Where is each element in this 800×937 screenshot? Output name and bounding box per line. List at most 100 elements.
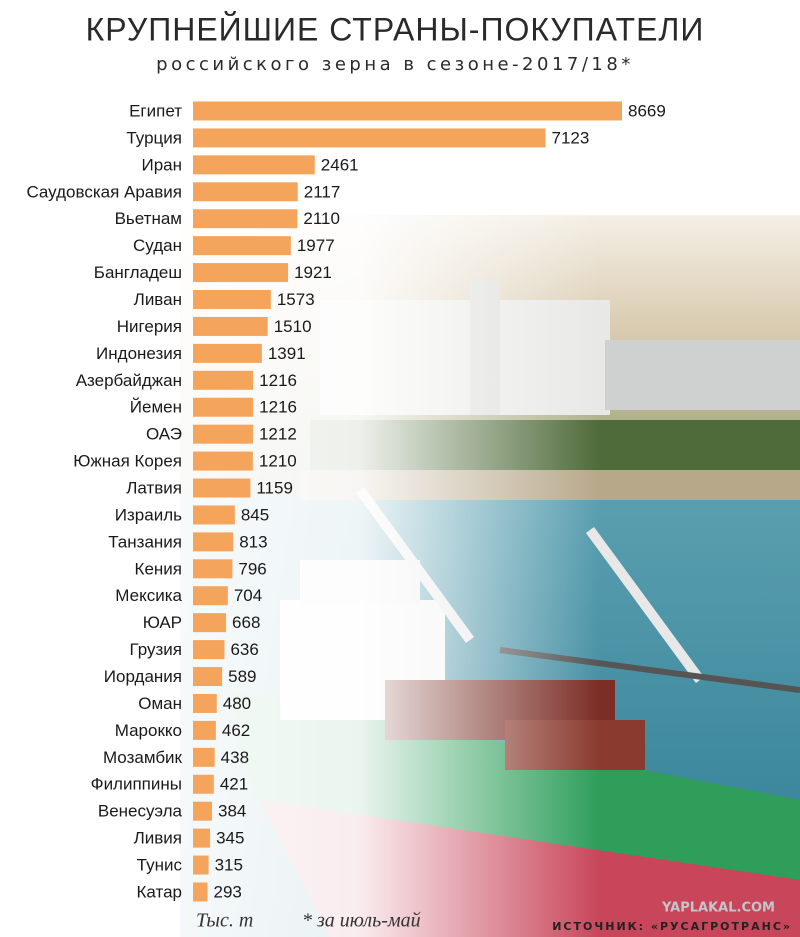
- bar: [193, 828, 211, 848]
- bar: [193, 586, 228, 606]
- bar: [193, 290, 271, 310]
- bar: [193, 343, 262, 363]
- bar: [193, 236, 291, 256]
- value-label: 636: [230, 640, 258, 659]
- bars: Египет 8669 Турция 7123 Иран 2461 Саудовская А…: [26, 101, 666, 902]
- category-label: ЮАР: [143, 613, 182, 632]
- bar: [193, 693, 217, 713]
- value-label: 421: [220, 775, 248, 794]
- category-label: Азербайджан: [76, 371, 182, 390]
- bar: [193, 801, 213, 821]
- category-label: Мексика: [115, 586, 182, 605]
- value-label: 293: [213, 882, 241, 901]
- value-label: 2117: [304, 182, 341, 201]
- bar: [193, 451, 253, 471]
- category-label: Грузия: [129, 640, 182, 659]
- category-label: Израиль: [115, 505, 182, 524]
- value-label: 1216: [259, 398, 297, 417]
- category-label: Тунис: [137, 856, 183, 875]
- value-label: 384: [218, 802, 246, 821]
- category-label: Египет: [129, 101, 182, 120]
- bar: [193, 640, 225, 660]
- bar: [193, 613, 227, 633]
- category-label: Мозамбик: [103, 748, 183, 767]
- category-label: Южная Корея: [73, 452, 182, 471]
- bar: [193, 316, 268, 336]
- value-label: 462: [222, 721, 250, 740]
- value-label: 2461: [321, 155, 359, 174]
- value-label: 1921: [294, 263, 332, 282]
- category-label: ОАЭ: [146, 425, 182, 444]
- bar: [193, 559, 233, 579]
- value-label: 7123: [551, 128, 589, 147]
- bar: [193, 747, 215, 767]
- category-label: Танзания: [108, 532, 182, 551]
- value-label: 1391: [268, 344, 306, 363]
- bar: [193, 478, 251, 498]
- bar: [193, 182, 298, 202]
- bar: [193, 155, 315, 175]
- category-label: Марокко: [115, 721, 182, 740]
- category-label: Кения: [135, 559, 182, 578]
- bar: [193, 855, 209, 875]
- category-label: Иран: [141, 155, 182, 174]
- category-label: Судан: [133, 236, 182, 255]
- value-label: 668: [232, 613, 260, 632]
- source: ИСТОЧНИК: «РУСАГРОТРАНС»: [552, 920, 792, 933]
- value-label: 1210: [259, 452, 297, 471]
- bar: [193, 424, 253, 444]
- value-label: 1510: [274, 317, 312, 336]
- value-label: 796: [238, 559, 266, 578]
- category-label: Йемен: [130, 398, 182, 417]
- value-label: 315: [215, 856, 243, 875]
- unit-note: Тыс. т: [196, 910, 253, 932]
- bar: [193, 720, 216, 740]
- category-label: Саудовская Аравия: [26, 182, 182, 201]
- value-label: 2110: [303, 209, 340, 228]
- category-label: Иордания: [104, 667, 182, 686]
- category-label: Вьетнам: [115, 209, 182, 228]
- value-label: 8669: [628, 101, 666, 120]
- category-label: Латвия: [126, 479, 182, 498]
- bar: [193, 263, 289, 283]
- value-label: 438: [221, 748, 249, 767]
- chart-subtitle: российского зерна в сезоне-2017/18*: [156, 54, 634, 75]
- bar: [193, 667, 223, 687]
- value-label: 845: [241, 505, 269, 524]
- bar: [193, 532, 234, 552]
- chart-title: КРУПНЕЙШИЕ СТРАНЫ-ПОКУПАТЕЛИ: [86, 11, 705, 47]
- value-label: 704: [234, 586, 262, 605]
- category-label: Бангладеш: [94, 263, 182, 282]
- bar: [193, 774, 214, 794]
- watermark: YAPLAKAL.COM: [661, 901, 775, 916]
- category-label: Оман: [138, 694, 182, 713]
- bar: [193, 209, 298, 229]
- bar: [193, 370, 254, 390]
- value-label: 813: [239, 532, 267, 551]
- category-label: Нигерия: [117, 317, 182, 336]
- bar: [193, 397, 254, 417]
- value-label: 345: [216, 829, 244, 848]
- bar: [193, 128, 546, 148]
- category-label: Филиппины: [91, 775, 182, 794]
- bar: [193, 882, 208, 902]
- category-label: Турция: [126, 128, 182, 147]
- bar: [193, 505, 235, 525]
- value-label: 1216: [259, 371, 297, 390]
- value-label: 480: [223, 694, 251, 713]
- category-label: Венесуэла: [98, 802, 183, 821]
- value-label: 1977: [297, 236, 335, 255]
- category-label: Индонезия: [96, 344, 182, 363]
- footnote: * за июль-май: [302, 910, 421, 932]
- value-label: 1159: [256, 479, 293, 498]
- category-label: Катар: [137, 882, 183, 901]
- category-label: Ливия: [134, 829, 182, 848]
- value-label: 1573: [277, 290, 315, 309]
- category-label: Ливан: [134, 290, 182, 309]
- value-label: 589: [228, 667, 256, 686]
- value-label: 1212: [259, 425, 297, 444]
- bar: [193, 101, 622, 121]
